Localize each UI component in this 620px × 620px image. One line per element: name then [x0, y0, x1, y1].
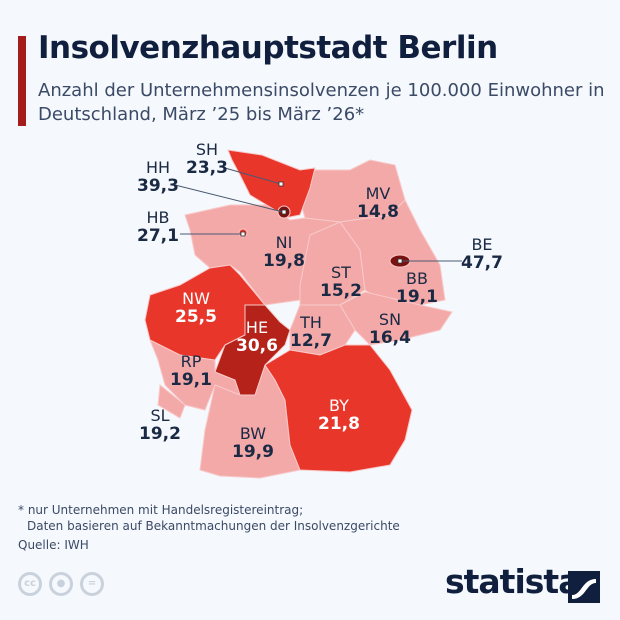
- label-MV: MV 14,8: [357, 184, 399, 222]
- label-ST: ST 15,2: [320, 263, 362, 301]
- state-SH: [227, 149, 316, 219]
- label-HE: HE 30,6: [236, 318, 278, 356]
- state-BB: [339, 199, 446, 306]
- subtitle: Anzahl der Unternehmensinsolvenzen je 10…: [38, 80, 605, 125]
- label-SH: SH 23,3: [186, 140, 228, 178]
- leader-HH: [174, 184, 284, 213]
- label-BE: BE 47,7: [461, 235, 503, 273]
- label-RP: RP 19,1: [170, 352, 212, 390]
- accent-bar: [18, 36, 26, 126]
- label-BW: BW 19,9: [232, 424, 274, 462]
- label-SL: SL 19,2: [139, 406, 181, 444]
- label-BB: BB 19,1: [396, 269, 438, 307]
- statista-logo[interactable]: statista: [445, 562, 580, 601]
- statista-logo-mark-icon: [568, 571, 600, 603]
- source: Quelle: IWH: [18, 538, 89, 552]
- label-NI: NI 19,8: [263, 233, 305, 271]
- label-BY: BY 21,8: [318, 396, 360, 434]
- label-HH: HH 39,3: [137, 158, 179, 196]
- page-title: Insolvenzhauptstadt Berlin: [38, 30, 498, 66]
- attribution-icon[interactable]: ●: [49, 572, 73, 596]
- label-TH: TH 12,7: [290, 313, 332, 351]
- no-derivatives-icon[interactable]: =: [80, 572, 104, 596]
- cc-license-icon[interactable]: cc: [18, 572, 42, 596]
- state-SL: [157, 384, 186, 419]
- leader-SH: [224, 167, 282, 185]
- label-NW: NW 25,5: [175, 289, 217, 327]
- footnote: * nur Unternehmen mit Handelsregisterein…: [18, 503, 400, 533]
- state-HE: [214, 304, 291, 396]
- label-HB: HB 27,1: [137, 208, 179, 246]
- label-SN: SN 16,4: [369, 310, 411, 348]
- state-BY: [264, 344, 413, 473]
